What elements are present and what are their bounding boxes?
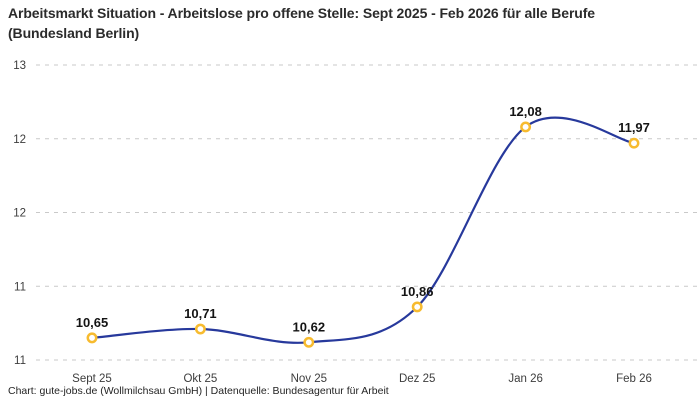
data-point-label: 11,97: [618, 120, 650, 135]
x-axis-tick-label: Feb 26: [616, 373, 652, 385]
data-point-label: 10,62: [293, 319, 326, 334]
y-axis-tick-label: 11: [14, 355, 26, 367]
data-point-marker: [628, 137, 640, 149]
data-point-marker: [520, 121, 532, 133]
data-point-label: 10,86: [401, 284, 434, 299]
chart-title: Arbeitsmarkt Situation - Arbeitslose pro…: [8, 5, 595, 41]
x-axis-tick-label: Sept 25: [72, 373, 112, 385]
data-point-marker: [303, 336, 315, 348]
chart-footer: Chart: gute-jobs.de (Wollmilchsau GmbH) …: [8, 385, 389, 397]
y-axis-tick-label: 12: [13, 208, 26, 220]
data-point-marker: [194, 323, 206, 335]
data-point-label: 10,71: [184, 306, 217, 321]
data-point-marker: [411, 301, 423, 313]
x-axis-tick-label: Okt 25: [183, 373, 217, 385]
data-point-label: 12,08: [509, 104, 542, 119]
x-axis-tick-label: Jan 26: [508, 373, 543, 385]
data-point-label: 10,65: [76, 315, 109, 330]
x-axis-tick-label: Dez 25: [399, 373, 435, 385]
y-axis-tick-label: 13: [13, 60, 26, 72]
data-point-marker: [86, 332, 98, 344]
y-axis-tick-label: 12: [13, 134, 26, 146]
y-axis-tick-label: 11: [14, 281, 26, 293]
x-axis-tick-label: Nov 25: [291, 373, 327, 385]
series-line: [90, 116, 636, 344]
